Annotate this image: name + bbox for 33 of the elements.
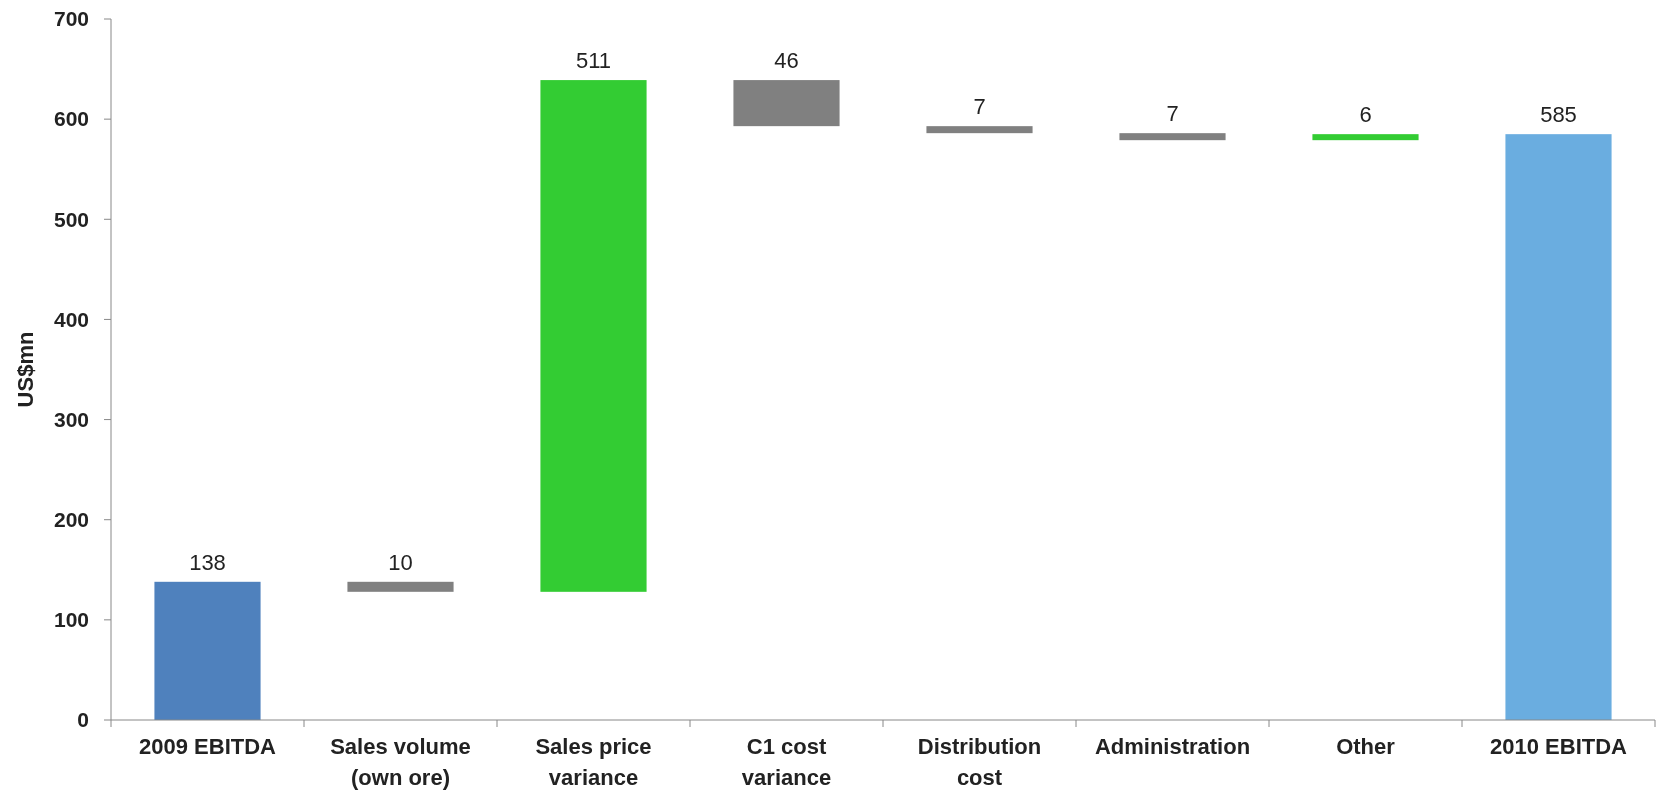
- data-label: 10: [388, 549, 413, 575]
- data-label: 585: [1540, 102, 1577, 128]
- data-label: 7: [973, 94, 986, 120]
- bar: [1119, 133, 1226, 141]
- data-label: 511: [575, 48, 612, 74]
- y-tick-label: 100: [53, 608, 89, 632]
- bar: [347, 581, 454, 592]
- data-label: 138: [189, 549, 226, 575]
- x-tick-label: Distribution cost: [917, 734, 1042, 790]
- y-tick-label: 600: [53, 107, 89, 131]
- y-tick-label: 300: [53, 407, 89, 431]
- bar: [154, 581, 261, 720]
- bar: [1312, 134, 1419, 141]
- data-label: 46: [774, 48, 799, 74]
- x-tick-label: 2009 EBITDA: [139, 734, 277, 759]
- bar: [540, 80, 647, 592]
- x-tick-label: 2010 EBITDA: [1490, 734, 1628, 759]
- data-label: 6: [1359, 102, 1372, 128]
- y-tick-label: 700: [53, 7, 89, 31]
- data-label: 7: [1166, 101, 1179, 127]
- bar: [733, 80, 840, 127]
- y-tick-label: 0: [77, 708, 89, 732]
- y-axis-title: US$mn: [13, 331, 38, 408]
- y-tick-label: 500: [53, 207, 89, 231]
- bar: [926, 126, 1033, 134]
- x-tick-label: Sales volume (own ore): [330, 734, 471, 790]
- x-tick-label: Other: [1336, 734, 1396, 759]
- x-tick-label: C1 cost variance: [741, 734, 832, 790]
- x-tick-label: Sales price variance: [535, 734, 652, 790]
- bar: [1505, 134, 1612, 720]
- y-tick-label: 200: [53, 508, 89, 532]
- y-tick-label: 400: [53, 307, 89, 331]
- x-tick-label: Administration: [1094, 734, 1251, 759]
